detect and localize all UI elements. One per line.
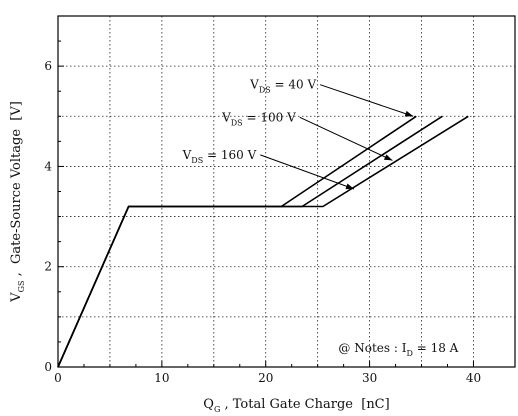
y-tick-label: 2 bbox=[44, 260, 52, 274]
annotation-arrow bbox=[260, 155, 354, 189]
x-tick-label: 20 bbox=[258, 371, 273, 385]
annotation-arrow bbox=[320, 85, 413, 117]
series-lines bbox=[58, 116, 468, 367]
x-tick-label: 30 bbox=[362, 371, 377, 385]
annotation-label: VDS = 160 V bbox=[182, 148, 257, 165]
series-annotation: VDS = 160 V bbox=[182, 148, 354, 189]
annotation-label: VDS = 100 V bbox=[221, 110, 296, 127]
grid-lines bbox=[58, 16, 515, 367]
y-tick-label: 6 bbox=[44, 59, 52, 73]
x-axis-label: QG , Total Gate Charge [nC] bbox=[203, 397, 389, 414]
annotation-label: VDS = 40 V bbox=[249, 78, 316, 95]
y-axis-label: VGS , Gate-Source Voltage [V] bbox=[9, 101, 26, 303]
x-tick-label: 10 bbox=[154, 371, 169, 385]
test-condition-note: @ Notes : ID = 18 A bbox=[338, 341, 458, 358]
plot-frame bbox=[58, 16, 515, 367]
annotation-arrow bbox=[300, 117, 393, 160]
series-line bbox=[58, 116, 468, 367]
y-tick-label: 0 bbox=[44, 360, 52, 374]
y-tick-label: 4 bbox=[44, 159, 52, 173]
arrowhead bbox=[345, 183, 354, 189]
x-tick-label: 0 bbox=[54, 371, 62, 385]
arrowhead bbox=[405, 111, 414, 117]
x-tick-label: 40 bbox=[466, 371, 481, 385]
arrowhead bbox=[384, 154, 393, 160]
